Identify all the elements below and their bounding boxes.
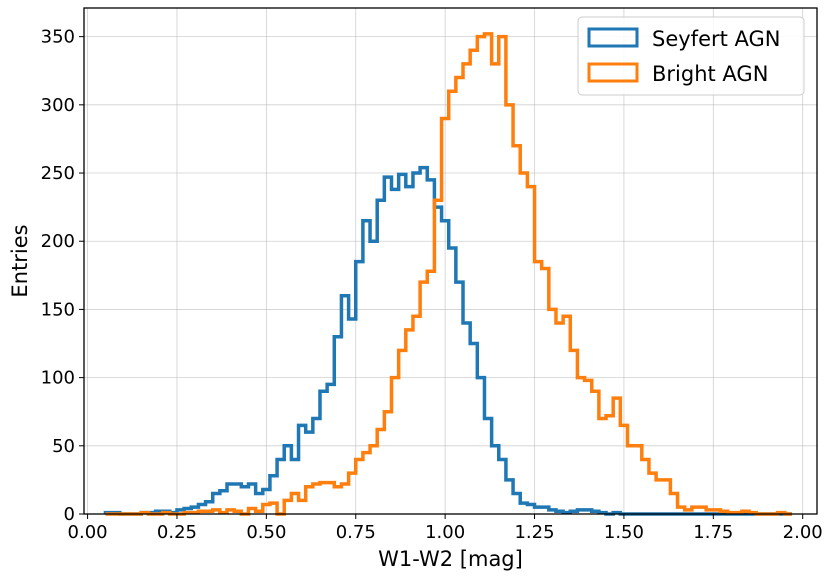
- x-tick-label: 0.75: [336, 522, 376, 543]
- x-tick-label: 1.50: [604, 522, 644, 543]
- x-tick-label: 1.25: [514, 522, 554, 543]
- x-tick-label: 1.00: [425, 522, 465, 543]
- x-tick-label: 0.00: [68, 522, 108, 543]
- y-tick-label: 150: [41, 299, 75, 320]
- legend-swatch-bright: [587, 62, 639, 83]
- series-line-seyfert: [103, 165, 792, 516]
- y-tick-label: 300: [41, 95, 75, 116]
- y-axis: 0 50 100 150 200 250 300 350: [41, 27, 84, 525]
- y-axis-label: Entries: [8, 224, 32, 297]
- x-tick-label: 0.50: [246, 522, 286, 543]
- plot-frame: [83, 7, 818, 515]
- y-tick-label: 0: [64, 504, 75, 525]
- legend-swatch-seyfert: [587, 27, 639, 48]
- y-tick-label: 350: [41, 27, 75, 48]
- x-tick-label: 0.25: [157, 522, 197, 543]
- y-tick-label: 250: [41, 163, 75, 184]
- series-line-bright: [105, 32, 792, 516]
- x-axis: 0.00 0.25 0.50 0.75 1.00 1.25 1.50 1.75 2.00: [68, 514, 823, 543]
- legend-label-seyfert: Seyfert AGN: [652, 27, 781, 51]
- x-tick-label: 1.75: [693, 522, 733, 543]
- y-tick-label: 100: [41, 368, 75, 389]
- series-layer: [103, 32, 792, 516]
- x-tick-label: 2.00: [783, 522, 823, 543]
- legend-box: [577, 16, 805, 96]
- y-tick-label: 200: [41, 231, 75, 252]
- y-tick-label: 50: [52, 436, 75, 457]
- legend-label-bright: Bright AGN: [652, 62, 768, 86]
- legend: Seyfert AGN Bright AGN: [577, 16, 805, 96]
- x-axis-label: W1-W2 [mag]: [378, 547, 523, 571]
